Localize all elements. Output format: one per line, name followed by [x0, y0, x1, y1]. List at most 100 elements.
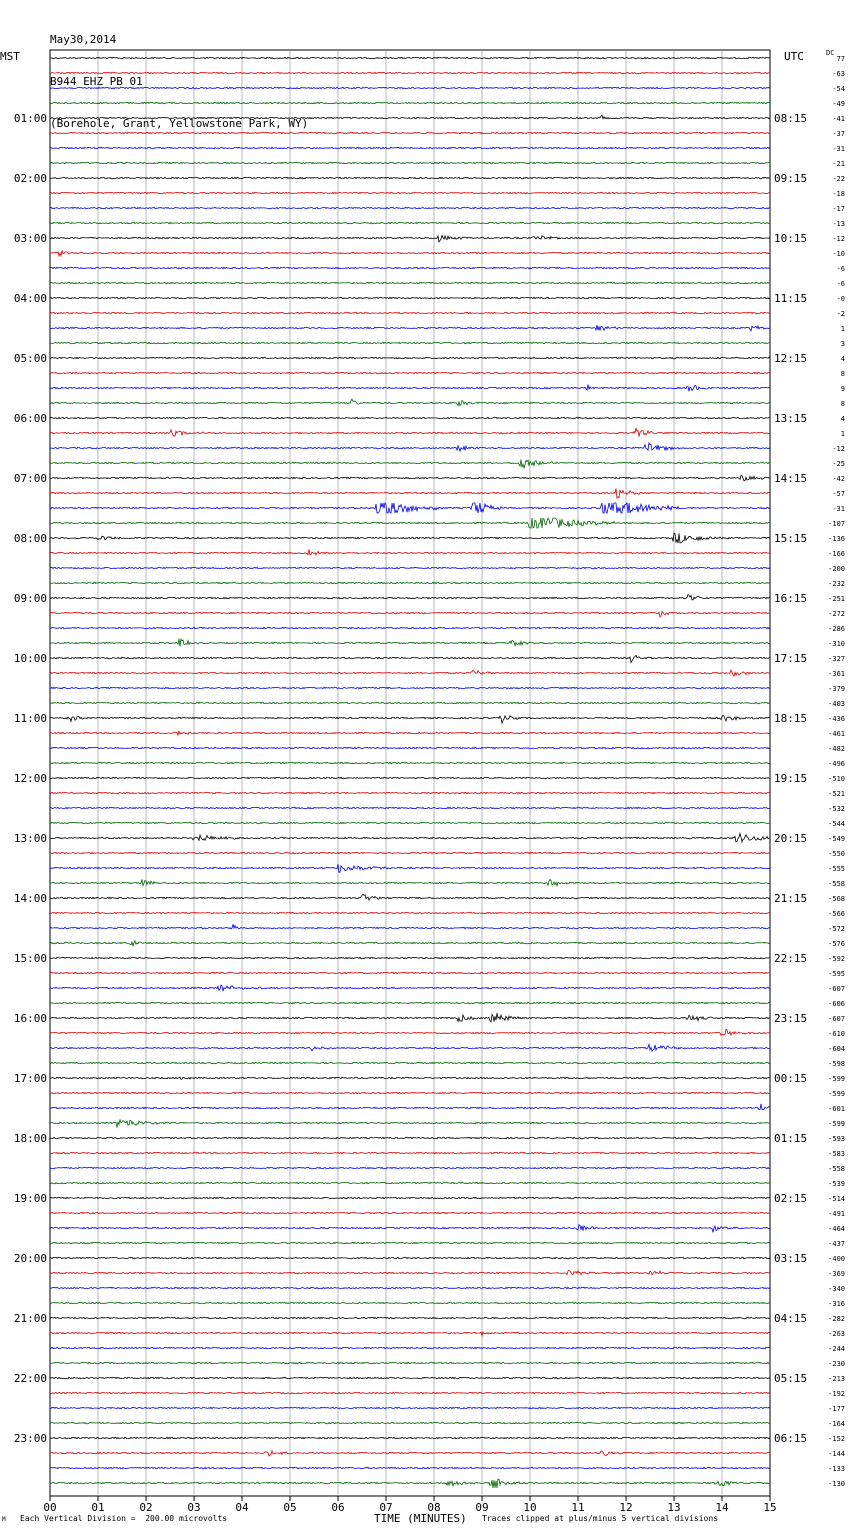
trace-line — [49, 1301, 771, 1305]
dc-offset-label: -403 — [828, 700, 845, 708]
trace-line — [49, 1181, 771, 1185]
trace-line — [50, 441, 771, 453]
trace-line — [49, 776, 771, 780]
dc-offset-label: -436 — [828, 715, 845, 723]
x-axis-label: TIME (MINUTES) — [374, 1512, 467, 1525]
dc-offset-label: -6 — [837, 280, 845, 288]
mst-hour-label: 19:00 — [14, 1192, 47, 1205]
trace-line — [49, 1119, 771, 1128]
x-tick-label: 08 — [427, 1501, 440, 1514]
trace-line — [49, 1421, 771, 1425]
trace-line — [49, 234, 771, 243]
dc-offset-label: -12 — [832, 445, 845, 453]
dc-offset-label: -41 — [832, 115, 845, 123]
mst-hour-label: 22:00 — [14, 1372, 47, 1385]
dc-offset-label: -464 — [828, 1225, 845, 1233]
utc-hour-label: 06:15 — [774, 1432, 807, 1445]
trace-line — [49, 1436, 771, 1440]
dc-offset-label: -17 — [832, 205, 845, 213]
dc-offset-label: -21 — [832, 160, 845, 168]
dc-offset-label: -244 — [828, 1345, 845, 1353]
dc-offset-label: -595 — [828, 970, 845, 978]
dc-offset-label: -200 — [828, 565, 845, 573]
trace-line — [50, 1136, 771, 1140]
trace-line — [49, 1331, 771, 1338]
trace-line — [50, 746, 771, 750]
trace-line — [49, 1224, 771, 1233]
dc-offset-label: 8 — [841, 370, 845, 378]
trace-line — [49, 206, 771, 210]
trace-line — [49, 296, 771, 300]
x-tick-label: 06 — [331, 1501, 344, 1514]
dc-offset-label: -12 — [832, 235, 845, 243]
dc-offset-label: -192 — [828, 1390, 845, 1398]
mst-hour-label: 16:00 — [14, 1012, 47, 1025]
trace-line — [49, 626, 771, 630]
dc-offset-label: -130 — [828, 1480, 845, 1488]
dc-label: DC — [826, 49, 835, 57]
dc-offset-label: -263 — [828, 1330, 845, 1338]
dc-offset-label: -532 — [828, 805, 845, 813]
dc-offset-label: -107 — [828, 520, 845, 528]
trace-line — [49, 427, 771, 437]
utc-hour-label: 18:15 — [774, 712, 807, 725]
mst-hour-label: 01:00 — [14, 112, 47, 125]
dc-offset-label: -510 — [828, 775, 845, 783]
mst-hour-label: 05:00 — [14, 352, 47, 365]
trace-line — [49, 71, 771, 75]
dc-offset-label: -461 — [828, 730, 845, 738]
dc-offset-label: 4 — [841, 355, 845, 363]
dc-offset-label: -544 — [828, 820, 845, 828]
trace-line — [49, 1361, 771, 1365]
trace-line — [49, 191, 771, 195]
dc-offset-label: -272 — [828, 610, 845, 618]
trace-line — [49, 1478, 771, 1489]
dc-offset-label: -599 — [828, 1090, 845, 1098]
dc-offset-label: -361 — [828, 670, 845, 678]
dc-offset-label: -152 — [828, 1435, 845, 1443]
x-tick-label: 10 — [523, 1501, 536, 1514]
trace-line — [49, 821, 770, 825]
utc-hour-label: 23:15 — [774, 1012, 807, 1025]
dc-offset-label: -42 — [832, 475, 845, 483]
dc-offset-label: -49 — [832, 100, 845, 108]
trace-line — [50, 686, 771, 690]
scale-note: Each Vertical Division = 200.00 microvol… — [20, 1514, 228, 1523]
trace-line — [49, 1406, 771, 1410]
dc-offset-label: 1 — [841, 430, 845, 438]
trace-line — [49, 956, 770, 960]
trace-line — [49, 1012, 771, 1023]
trace-line — [49, 566, 771, 570]
dc-offset-label: -514 — [828, 1195, 845, 1203]
x-tick-label: 14 — [715, 1501, 729, 1514]
x-tick-label: 07 — [379, 1501, 392, 1514]
dc-offset-label: -491 — [828, 1210, 845, 1218]
mst-hour-label: 06:00 — [14, 412, 47, 425]
trace-line — [49, 384, 771, 392]
x-tick-label: 11 — [571, 1501, 584, 1514]
trace-line — [49, 250, 771, 258]
x-tick-label: 00 — [43, 1501, 56, 1514]
dc-offset-label: -599 — [828, 1120, 845, 1128]
trace-line — [49, 831, 771, 844]
x-tick-label: 12 — [619, 1501, 632, 1514]
mst-hour-label: 14:00 — [14, 892, 47, 905]
dc-offset-label: -340 — [828, 1285, 845, 1293]
dc-offset-label: -576 — [828, 940, 845, 948]
dc-offset-label: 1 — [841, 325, 845, 333]
trace-line — [49, 501, 771, 514]
dc-offset-label: -379 — [828, 685, 845, 693]
trace-line — [49, 893, 771, 901]
dc-offset-label: -310 — [828, 640, 845, 648]
x-tick-label: 09 — [475, 1501, 488, 1514]
trace-line — [49, 532, 771, 544]
dc-offset-label: -610 — [828, 1030, 845, 1038]
dc-offset-label: -63 — [832, 70, 845, 78]
plot-frame — [49, 49, 771, 1497]
dc-offset-label: -54 — [832, 85, 845, 93]
utc-label: UTC — [784, 50, 804, 63]
dc-offset-label: -521 — [828, 790, 845, 798]
x-tick-label: 03 — [187, 1501, 200, 1514]
dc-offset-label: 77 — [837, 55, 845, 63]
dc-offset-label: -369 — [828, 1270, 845, 1278]
